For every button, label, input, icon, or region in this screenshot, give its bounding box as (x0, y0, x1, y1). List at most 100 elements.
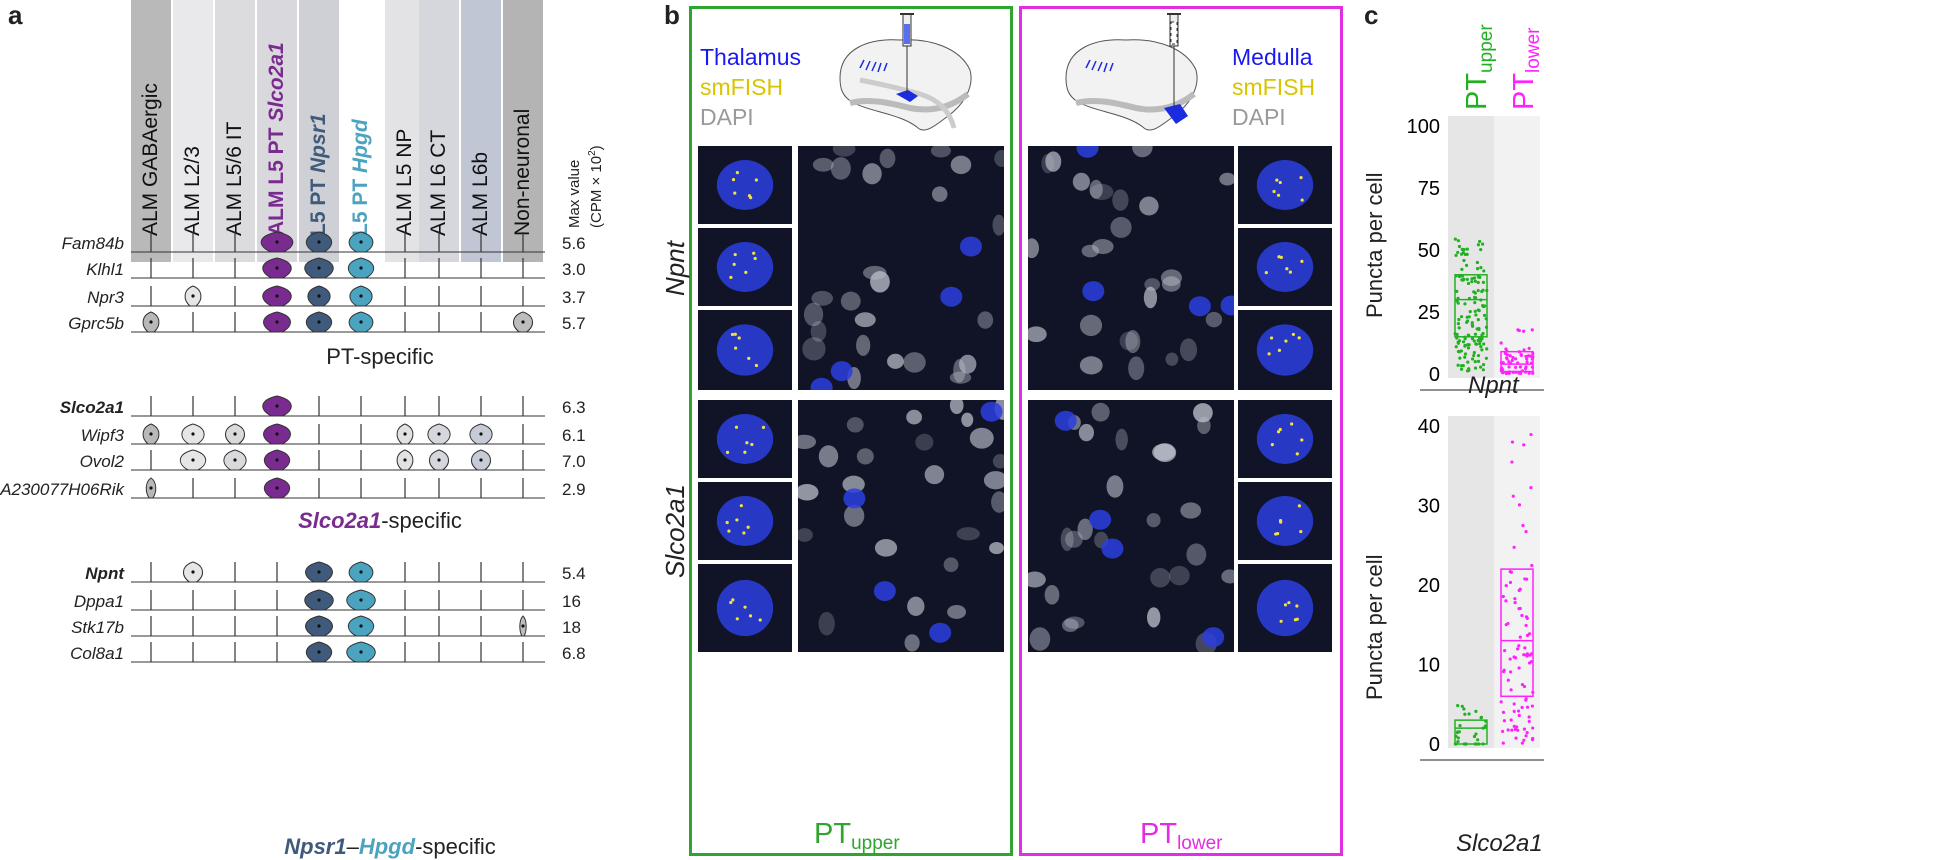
data-point (1501, 729, 1505, 734)
data-point (1510, 440, 1515, 444)
violin-median-dot (521, 624, 525, 628)
data-point (1457, 326, 1461, 330)
group-title-pt-specific: PT-specific (326, 344, 434, 369)
violin-median-dot (275, 486, 279, 490)
data-point (1466, 343, 1470, 347)
max-value: 6.1 (562, 426, 586, 445)
data-point (1480, 333, 1484, 337)
violin-median-dot (359, 598, 363, 602)
data-point (1478, 275, 1482, 279)
data-point (1524, 623, 1528, 628)
data-point (1462, 247, 1466, 252)
violin-median-dot (233, 432, 237, 436)
data-point (1505, 356, 1509, 360)
y-tick-label: 10 (1418, 655, 1440, 677)
data-point (1507, 365, 1511, 369)
y-tick-label: 20 (1418, 575, 1440, 597)
caption-sub: lower (1177, 833, 1223, 854)
violin-median-dot (359, 266, 363, 270)
data-point (1529, 432, 1533, 437)
header-sub: lower (1523, 27, 1544, 73)
data-point (1459, 315, 1464, 319)
data-point (1521, 523, 1525, 528)
data-point (1514, 736, 1518, 740)
group-title-gene: Slco2a1 (298, 508, 382, 533)
legend-thalamus: Thalamus (700, 44, 801, 70)
caption-pt: PT (814, 818, 852, 850)
data-point (1481, 242, 1485, 246)
violin-median-dot (359, 240, 363, 244)
data-point (1472, 734, 1477, 739)
data-point (1466, 346, 1471, 350)
column-header: ALM L5/6 IT (215, 0, 255, 262)
data-point (1453, 237, 1457, 241)
violin-median-dot (191, 432, 195, 436)
data-point (1479, 716, 1483, 720)
plot-background-upper (1448, 416, 1494, 748)
data-point (1481, 280, 1486, 284)
violin-median-dot (317, 624, 321, 628)
chart-title-npnt: Npnt (1468, 372, 1519, 399)
data-point (1477, 327, 1481, 331)
data-point (1479, 365, 1483, 369)
violin-median-dot (359, 320, 363, 324)
data-point (1481, 368, 1485, 372)
group-title-suffix: -specific (381, 508, 462, 533)
column-header: ALM GABAergic (131, 0, 171, 262)
data-point (1516, 728, 1520, 732)
y-tick-label: 25 (1418, 302, 1440, 324)
legend-medulla: Medulla (1232, 44, 1313, 70)
violin-median-dot (521, 320, 525, 324)
column-header: ALM L2/3 (173, 0, 213, 262)
data-point (1472, 351, 1476, 355)
max-value: 5.7 (562, 314, 586, 333)
data-point (1520, 705, 1524, 710)
data-point (1522, 348, 1526, 352)
gene-label: Wipf3 (80, 426, 124, 445)
data-point (1504, 583, 1508, 588)
data-point (1525, 577, 1529, 581)
pt-lower-frame (1019, 6, 1343, 856)
violin-median-dot (149, 432, 153, 436)
data-point (1463, 712, 1467, 716)
data-point (1508, 570, 1512, 574)
data-point (1479, 345, 1483, 349)
data-point (1482, 313, 1487, 317)
data-point (1464, 263, 1469, 267)
data-point (1516, 647, 1520, 651)
caption-sub: upper (851, 833, 900, 854)
column-header: ALM L6b (461, 0, 501, 262)
column-header: L5 PT Npsr1 (299, 0, 339, 262)
data-point (1522, 727, 1527, 731)
data-point (1508, 580, 1513, 585)
data-point (1518, 635, 1522, 639)
data-point (1479, 266, 1483, 270)
data-point (1470, 337, 1475, 341)
data-point (1524, 698, 1528, 702)
micrograph-tile (1028, 400, 1234, 652)
data-point (1505, 353, 1509, 357)
gene-label: Dppa1 (73, 592, 124, 611)
data-point (1525, 731, 1529, 735)
max-value: 2.9 (562, 480, 586, 499)
column-header: L5 PT Hpgd (341, 0, 381, 262)
data-point (1458, 356, 1462, 360)
violin-median-dot (317, 320, 321, 324)
data-point (1525, 705, 1530, 709)
data-point (1513, 600, 1517, 605)
data-point (1481, 288, 1485, 292)
data-point (1457, 244, 1462, 249)
data-point (1510, 460, 1514, 464)
violin-median-dot (233, 458, 237, 462)
panel-label-c: c (1364, 0, 1379, 30)
violin-median-dot (317, 266, 321, 270)
data-point (1501, 594, 1505, 599)
data-point (1524, 354, 1528, 359)
y-tick-label: 75 (1418, 178, 1440, 200)
data-point (1459, 349, 1463, 353)
data-point (1473, 332, 1478, 336)
data-point (1481, 304, 1486, 309)
data-point (1514, 365, 1518, 370)
gene-label: Ovol2 (79, 452, 124, 471)
data-point (1459, 367, 1464, 371)
